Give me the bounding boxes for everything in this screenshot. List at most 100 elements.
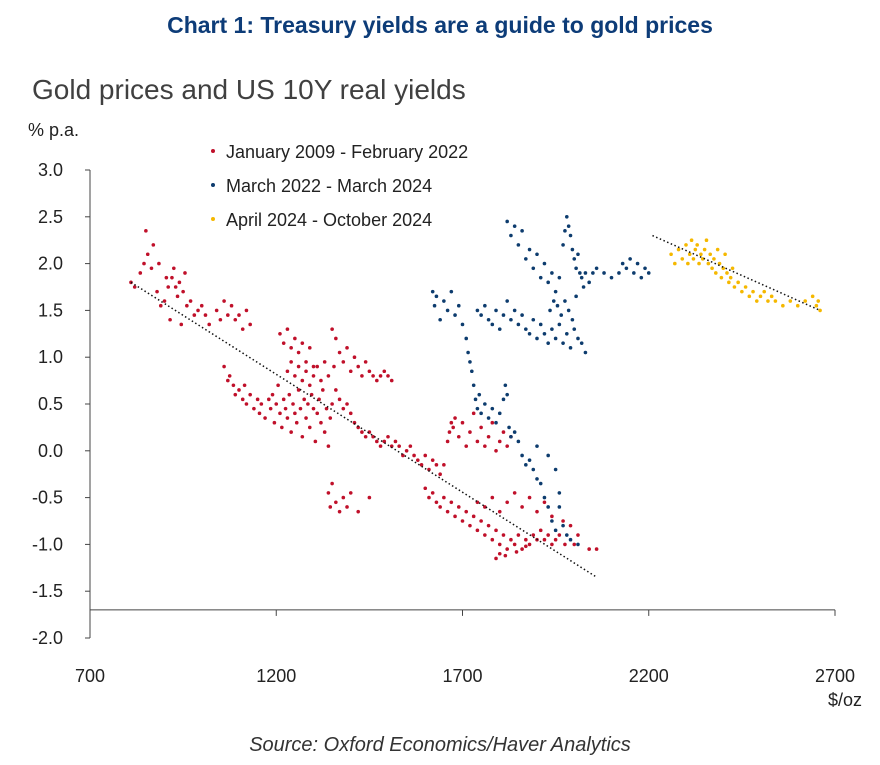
data-point-series-1 [468, 430, 472, 434]
data-point-series-1 [464, 444, 469, 448]
data-point-series-3 [728, 275, 733, 280]
data-point-series-3 [686, 261, 690, 266]
data-point-series-3 [700, 257, 705, 261]
data-point-series-1 [302, 397, 306, 402]
x-tick-label: 2700 [815, 666, 855, 686]
data-point-series-1 [442, 463, 446, 467]
data-point-series-3 [758, 294, 763, 299]
data-point-series-2 [646, 271, 651, 275]
data-point-series-3 [725, 271, 729, 275]
data-point-series-1 [486, 434, 491, 439]
data-point-series-1 [514, 550, 519, 554]
data-point-series-2 [583, 271, 588, 275]
data-point-series-1 [307, 346, 312, 350]
data-point-series-1 [158, 303, 163, 308]
data-point-series-1 [527, 495, 532, 500]
data-point-series-3 [715, 247, 720, 252]
y-tick-label: -2.0 [32, 628, 63, 648]
data-point-series-1 [274, 402, 279, 406]
y-tick-label: -0.5 [32, 488, 63, 508]
data-point-series-1 [505, 500, 510, 505]
data-point-series-1 [330, 402, 334, 406]
data-point-series-2 [574, 294, 578, 299]
data-point-series-2 [497, 411, 502, 416]
data-point-series-1 [375, 439, 379, 444]
data-point-series-1 [494, 528, 498, 533]
data-point-series-1 [248, 322, 252, 327]
data-point-series-1 [307, 425, 312, 430]
data-point-series-3 [719, 275, 724, 280]
data-point-series-1 [427, 495, 431, 500]
data-point-series-1 [587, 547, 591, 551]
data-point-series-1 [497, 551, 502, 556]
data-point-series-2 [524, 327, 528, 331]
data-point-series-3 [732, 285, 737, 289]
x-tick-label: 700 [75, 666, 105, 686]
data-point-series-1 [179, 322, 184, 327]
data-point-series-1 [155, 289, 159, 294]
data-point-series-2 [561, 341, 565, 345]
y-tick-label: 0.0 [38, 441, 63, 461]
data-point-series-2 [460, 322, 465, 327]
data-point-series-2 [609, 275, 614, 280]
data-point-series-1 [313, 439, 318, 444]
data-point-series-1 [494, 556, 498, 561]
data-point-series-3 [684, 243, 688, 247]
data-point-series-1 [293, 411, 297, 416]
data-point-series-3 [687, 252, 692, 257]
legend-marker [211, 217, 215, 221]
data-point-series-1 [546, 533, 550, 537]
data-point-series-1 [231, 383, 236, 388]
data-point-series-3 [730, 266, 735, 271]
data-point-series-2 [563, 299, 567, 303]
data-point-series-1 [334, 388, 338, 392]
data-point-series-1 [278, 411, 282, 416]
data-point-series-1 [427, 467, 431, 472]
data-point-series-2 [579, 275, 584, 280]
data-point-series-2 [535, 477, 539, 481]
data-point-series-1 [142, 261, 146, 266]
data-point-series-1 [501, 430, 506, 434]
data-point-series-3 [669, 252, 673, 257]
data-point-series-1 [453, 416, 457, 420]
data-point-series-1 [222, 364, 226, 369]
data-point-series-2 [563, 229, 567, 233]
data-point-series-1 [237, 313, 241, 317]
y-tick-label: 2.5 [38, 207, 63, 227]
data-point-series-1 [311, 406, 316, 411]
data-point-series-2 [430, 289, 435, 294]
data-point-series-1 [501, 533, 506, 537]
data-point-series-1 [389, 444, 394, 448]
data-point-series-3 [723, 252, 727, 257]
data-point-series-1 [512, 542, 517, 547]
data-point-series-1 [345, 505, 349, 509]
data-point-series-1 [145, 252, 150, 257]
data-point-series-2 [551, 299, 556, 303]
data-point-series-1 [460, 420, 465, 425]
data-point-series-2 [466, 350, 470, 355]
data-point-series-2 [527, 247, 532, 252]
data-point-series-1 [242, 383, 247, 388]
data-point-series-1 [248, 392, 252, 397]
data-point-series-1 [434, 463, 439, 467]
data-point-series-1 [497, 542, 502, 547]
data-point-series-1 [188, 299, 193, 303]
data-point-series-1 [183, 271, 187, 275]
data-point-series-2 [542, 332, 547, 336]
data-point-series-1 [172, 266, 176, 271]
y-tick-label: 1.0 [38, 347, 63, 367]
data-point-series-1 [151, 243, 156, 247]
data-point-series-2 [473, 397, 478, 402]
data-point-series-1 [268, 406, 273, 411]
data-point-series-2 [632, 271, 636, 275]
data-point-series-1 [177, 280, 182, 285]
data-point-series-1 [287, 392, 292, 397]
data-point-series-2 [434, 294, 439, 299]
legend-label: April 2024 - October 2024 [226, 210, 432, 230]
source-note: Source: Oxford Economics/Haver Analytics [249, 734, 631, 756]
data-point-series-1 [367, 495, 372, 500]
data-point-series-1 [334, 500, 338, 505]
data-point-series-2 [520, 313, 524, 317]
data-point-series-1 [348, 411, 353, 416]
data-point-series-1 [337, 350, 342, 355]
